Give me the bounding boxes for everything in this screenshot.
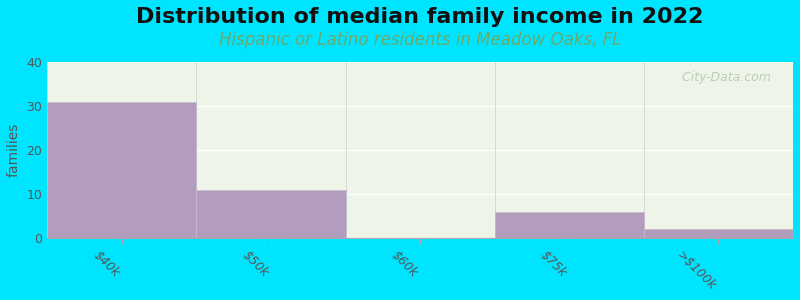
Bar [644, 230, 793, 238]
Y-axis label: families: families [7, 123, 21, 177]
Text: Hispanic or Latino residents in Meadow Oaks, FL: Hispanic or Latino residents in Meadow O… [219, 32, 622, 50]
Bar [494, 212, 644, 238]
Text: City-Data.com: City-Data.com [674, 71, 770, 84]
Bar [197, 190, 346, 238]
Title: Distribution of median family income in 2022: Distribution of median family income in … [137, 7, 704, 27]
Bar [47, 101, 197, 238]
